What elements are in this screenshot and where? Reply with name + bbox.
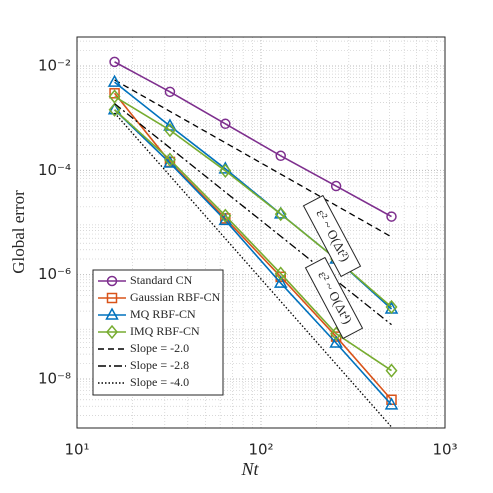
marker (108, 89, 121, 104)
legend-label: Slope = -2.8 (130, 358, 189, 372)
marker (107, 74, 122, 87)
marker (105, 307, 119, 320)
annotation-box (302, 194, 362, 278)
marker (106, 292, 118, 304)
marker (274, 266, 287, 281)
y-tick-label: 10⁻² (38, 57, 71, 75)
legend-label: MQ RBF-CN (130, 307, 196, 321)
marker (384, 397, 399, 410)
series-line (114, 103, 392, 326)
legend-label: Gaussian RBF-CN (130, 290, 221, 304)
marker (219, 208, 232, 223)
marker (163, 122, 176, 138)
annotation-box (304, 256, 364, 340)
legend-label: Slope = -4.0 (130, 375, 189, 389)
series-line (114, 61, 392, 218)
marker (329, 335, 343, 348)
marker (220, 118, 231, 130)
marker (106, 275, 118, 287)
marker (164, 86, 176, 98)
marker (106, 324, 118, 340)
marker (330, 180, 342, 192)
marker (385, 299, 398, 315)
legend-label: Slope = -2.0 (130, 341, 189, 355)
marker (219, 163, 232, 178)
y-axis-label: Global error (9, 190, 28, 274)
x-tick-label: 10¹ (64, 441, 89, 459)
marker (108, 102, 121, 117)
axes-box (76, 36, 446, 429)
legend-label: IMQ RBF-CN (130, 324, 200, 338)
marker (163, 152, 176, 167)
x-axis-label: Nt (240, 459, 259, 479)
x-tick-label: 10³ (432, 441, 457, 459)
marker (275, 150, 286, 162)
marker (385, 363, 398, 378)
x-tick-label: 10² (248, 441, 273, 459)
marker (109, 88, 120, 99)
legend-label: Standard CN (130, 273, 193, 287)
marker (274, 206, 287, 222)
y-tick-label: 10⁻⁴ (38, 161, 71, 179)
series-line (114, 109, 392, 372)
marker (273, 275, 288, 288)
y-tick-label: 10⁻⁶ (38, 265, 71, 283)
series-line (114, 109, 393, 406)
y-tick-label: 10⁻⁸ (38, 370, 71, 388)
marker (109, 56, 120, 68)
series-line (114, 79, 392, 238)
marker (386, 211, 397, 222)
